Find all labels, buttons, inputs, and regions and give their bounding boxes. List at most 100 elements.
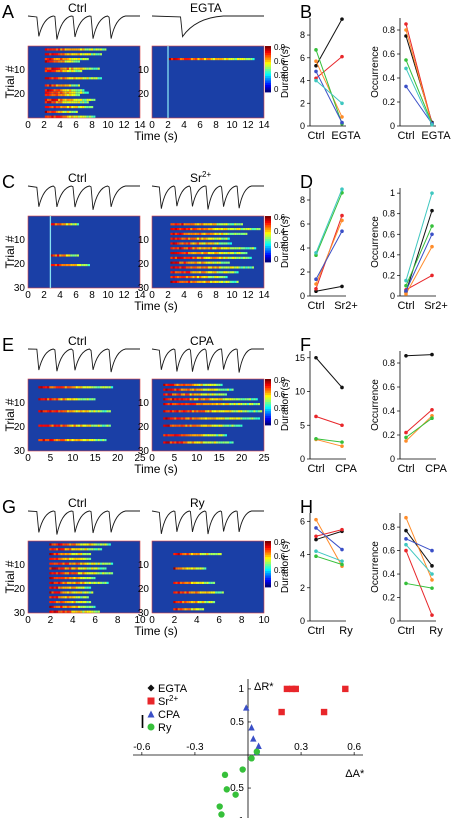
heatmap-event-cell — [223, 280, 226, 283]
heatmap-event-cell — [93, 577, 96, 580]
heatmap-event-cell — [47, 91, 50, 94]
heatmap-event-cell — [184, 567, 187, 570]
heatmap-event-cell — [57, 223, 60, 226]
colorbar-tick-label-3: 0.6 — [274, 552, 286, 561]
heatmap-event-cell — [200, 441, 203, 444]
heatmap-event-cell — [205, 417, 208, 420]
heatmap-event-cell — [217, 553, 220, 556]
occurrence-pair-line — [405, 23, 433, 124]
heatmap-event-cell — [177, 591, 180, 594]
heatmap-event-cell — [53, 106, 56, 109]
heatmap-event-cell — [53, 567, 56, 570]
heatmap-event-cell — [165, 434, 168, 437]
heatmap-event-cell — [49, 557, 52, 560]
heatmap-event-cell — [77, 567, 81, 570]
heatmap-event-cell — [55, 98, 58, 101]
heatmap-event-cell — [75, 91, 78, 94]
heatmap-event-cell — [108, 410, 111, 413]
heatmap-event-cell — [58, 106, 61, 109]
heatmap-event-cell — [184, 608, 187, 611]
heatmap-event-cell — [102, 581, 105, 584]
heatmap-x-tick-label: 14 — [258, 290, 270, 301]
heatmap-event-cell — [198, 398, 201, 401]
colorbar-segment — [265, 385, 271, 389]
heatmap-event-cell — [200, 434, 203, 437]
heatmap-event-cell — [50, 254, 53, 257]
duration-y-tick-label: 5 — [300, 420, 305, 430]
heatmap-event-cell — [63, 223, 66, 226]
heatmap-event-cell — [169, 388, 172, 391]
heatmap-event-cell — [84, 53, 87, 56]
heatmap-event-cell — [163, 424, 166, 427]
heatmap-event-cell — [198, 434, 201, 437]
heatmap-event-cell — [73, 424, 76, 427]
heatmap-event-cell — [44, 101, 47, 104]
heatmap-event-cell — [44, 84, 47, 87]
heatmap-event-cell — [70, 223, 73, 226]
occurrence-point — [404, 581, 408, 586]
heatmap-event-cell — [55, 577, 59, 580]
heatmap-event-cell — [51, 581, 54, 584]
heatmap-event-cell — [47, 410, 50, 413]
heatmap-event-cell — [177, 601, 180, 604]
heatmap-event-cell — [218, 403, 221, 406]
heatmap-event-cell — [73, 48, 76, 51]
heatmap-event-cell — [224, 417, 227, 420]
x-category-label: Sr2+ — [334, 300, 358, 312]
heatmap-event-cell — [214, 280, 217, 283]
heatmap-x-tick-label: 10 — [67, 453, 79, 464]
heatmap-event-cell — [203, 256, 206, 259]
scatter-point-sr — [289, 685, 296, 693]
colorbar-segment — [265, 250, 271, 254]
heatmap-event-cell — [205, 256, 208, 259]
heatmap-event-cell — [173, 601, 176, 604]
heatmap-event-cell — [86, 106, 89, 109]
heatmap-event-cell — [229, 232, 232, 235]
heatmap-event-cell — [82, 610, 85, 613]
heatmap-event-cell — [62, 67, 65, 70]
heatmap-event-cell — [102, 439, 105, 442]
heatmap-event-cell — [49, 94, 52, 97]
heatmap-event-cell — [71, 439, 74, 442]
heatmap-event-cell — [214, 247, 217, 250]
heatmap-event-cell — [221, 276, 224, 279]
heatmap-event-cell — [232, 280, 235, 283]
heatmap-event-cell — [214, 256, 217, 259]
heatmap-event-cell — [200, 417, 203, 420]
heatmap-event-cell — [240, 424, 243, 427]
heatmap-event-cell — [84, 610, 87, 613]
heatmap-event-cell — [55, 581, 59, 584]
heatmap-event-cell — [219, 58, 222, 61]
heatmap-event-cell — [248, 58, 251, 61]
heatmap-x-tick-label: 6 — [73, 290, 79, 301]
heatmap-event-cell — [244, 403, 247, 406]
heatmap-event-cell — [207, 434, 210, 437]
heatmap-event-cell — [194, 276, 197, 279]
heatmap-event-cell — [205, 271, 208, 274]
heatmap-event-cell — [221, 242, 224, 245]
heatmap-event-cell — [234, 223, 237, 226]
heatmap-event-cell — [172, 228, 175, 231]
heatmap-event-cell — [183, 247, 186, 250]
heatmap-event-cell — [245, 228, 248, 231]
heatmap-event-cell — [51, 91, 54, 94]
heatmap-event-cell — [66, 553, 70, 556]
heatmap-event-cell — [55, 84, 58, 87]
heatmap-event-cell — [195, 553, 198, 556]
heatmap-event-cell — [88, 439, 92, 442]
heatmap-event-cell — [224, 410, 227, 413]
heatmap-event-cell — [58, 48, 61, 51]
heatmap-event-cell — [214, 228, 217, 231]
heatmap-event-cell — [235, 424, 238, 427]
heatmap-event-cell — [177, 608, 180, 611]
heatmap-event-cell — [221, 58, 224, 61]
heatmap-event-cell — [229, 228, 232, 231]
heatmap-event-cell — [176, 398, 179, 401]
heatmap-event-cell — [59, 223, 62, 226]
heatmap-event-cell — [200, 388, 203, 391]
heatmap-event-cell — [53, 110, 56, 113]
heatmap-event-cell — [62, 101, 65, 104]
duration-y-tick-label: 15 — [295, 353, 305, 363]
panel-letter: B — [300, 2, 312, 22]
heatmap-event-cell — [49, 591, 52, 594]
